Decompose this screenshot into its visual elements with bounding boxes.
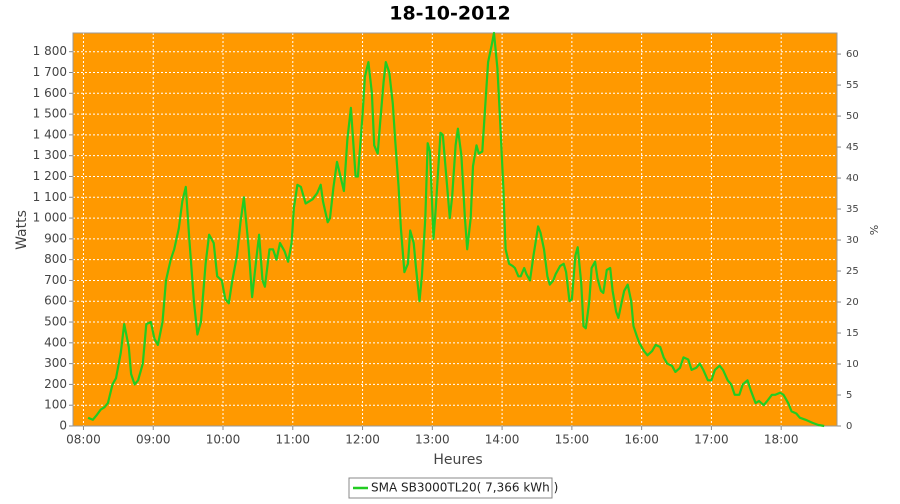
y-tick-label: 900 [44,231,67,245]
plot-area [73,33,837,426]
y2-tick-label: 5 [846,390,852,401]
y2-tick-label: 45 [846,142,859,153]
y-tick-label: 1 300 [33,148,67,162]
x-axis-label: Heures [433,452,482,468]
x-tick-label: 13:00 [415,433,450,447]
y-tick-label: 1 700 [33,65,67,79]
y-tick-label: 100 [44,398,67,412]
x-tick-label: 17:00 [694,433,729,447]
y2-tick-label: 25 [846,266,859,277]
y2-tick-label: 20 [846,297,859,308]
y-tick-label: 1 000 [33,211,67,225]
x-tick-label: 10:00 [206,433,241,447]
y2-tick-label: 35 [846,204,859,215]
y-tick-label: 1 100 [33,190,67,204]
y-tick-label: 1 600 [33,86,67,100]
y-tick-label: 400 [44,335,67,349]
x-tick-label: 18:00 [764,433,799,447]
legend-box [348,477,553,499]
y2-tick-label: 55 [846,80,859,91]
y-tick-label: 800 [44,252,67,266]
x-tick-label: 15:00 [555,433,590,447]
y-tick-label: 1 400 [33,127,67,141]
y-axis-label: Watts [14,210,30,250]
y-tick-label: 0 [59,419,67,433]
y2-tick-label: 60 [846,49,859,60]
x-tick-label: 12:00 [345,433,380,447]
y-tick-label: 600 [44,294,67,308]
x-tick-label: 16:00 [624,433,659,447]
y2-axis-label: % [867,225,880,235]
y-tick-label: 1 800 [33,44,67,58]
x-tick-label: 09:00 [136,433,171,447]
y2-tick-label: 15 [846,328,859,339]
y-tick-label: 700 [44,273,67,287]
y2-tick-label: 30 [846,235,859,246]
y-tick-label: 1 200 [33,169,67,183]
y2-tick-label: 50 [846,111,859,122]
y-tick-label: 1 500 [33,107,67,121]
legend: SMA SB3000TL20( 7,366 kWh ) [348,477,558,499]
x-tick-label: 11:00 [275,433,310,447]
legend-label: SMA SB3000TL20( 7,366 kWh ) [371,481,558,495]
y2-tick-label: 40 [846,173,859,184]
plot-border [72,32,838,427]
series-line [87,31,825,428]
x-tick-label: 08:00 [66,433,101,447]
y2-tick-label: 10 [846,359,859,370]
y-tick-label: 500 [44,315,67,329]
y-tick-label: 300 [44,356,67,370]
x-tick-label: 14:00 [485,433,520,447]
chart-title: 18-10-2012 [389,3,511,25]
y-tick-label: 200 [44,377,67,391]
y2-tick-label: 0 [846,421,852,432]
